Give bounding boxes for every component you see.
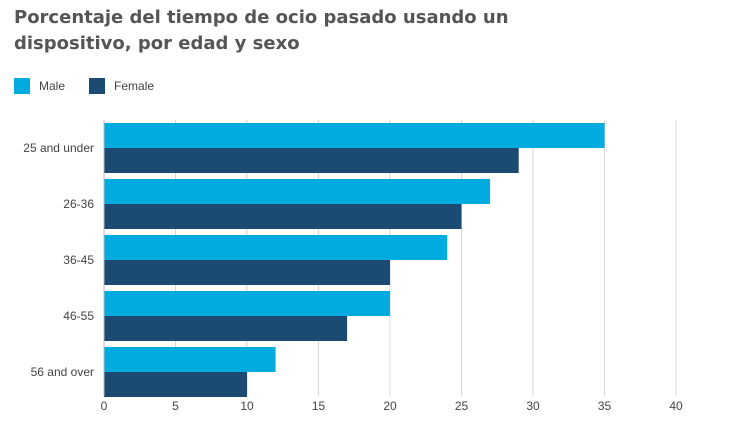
bar-female xyxy=(104,204,462,229)
x-tick-label: 10 xyxy=(240,399,254,413)
x-tick-label: 35 xyxy=(598,399,612,413)
legend-swatch-female xyxy=(89,78,106,94)
legend-label-male: Male xyxy=(39,79,66,93)
bar-male xyxy=(104,291,390,316)
bar-male xyxy=(104,347,276,372)
x-tick-label: 30 xyxy=(526,399,540,413)
legend-swatch-male xyxy=(14,78,30,94)
legend-item-male: Male xyxy=(14,78,65,94)
y-category-label: 46-55 xyxy=(63,309,94,323)
x-tick-label: 15 xyxy=(312,399,326,413)
x-tick-label: 40 xyxy=(669,399,683,413)
legend: Male Female xyxy=(14,78,178,94)
bar-male xyxy=(104,235,448,260)
y-category-label: 26-36 xyxy=(63,197,94,211)
chart-title: Porcentaje del tiempo de ocio pasado usa… xyxy=(14,7,509,54)
bar-male xyxy=(104,123,605,148)
x-tick-label: 0 xyxy=(101,399,108,413)
legend-item-female: Female xyxy=(89,78,154,94)
legend-label-female: Female xyxy=(114,79,155,93)
bar-female xyxy=(104,260,390,285)
x-tick-label: 25 xyxy=(455,399,469,413)
y-category-label: 56 and over xyxy=(31,365,94,379)
bar-male xyxy=(104,179,491,204)
x-tick-label: 20 xyxy=(383,399,397,413)
bar-female xyxy=(104,372,247,397)
bar-female xyxy=(104,148,519,173)
bar-female xyxy=(104,316,348,341)
y-category-label: 36-45 xyxy=(63,253,94,267)
x-tick-label: 5 xyxy=(172,399,179,413)
y-category-label: 25 and under xyxy=(23,141,94,155)
